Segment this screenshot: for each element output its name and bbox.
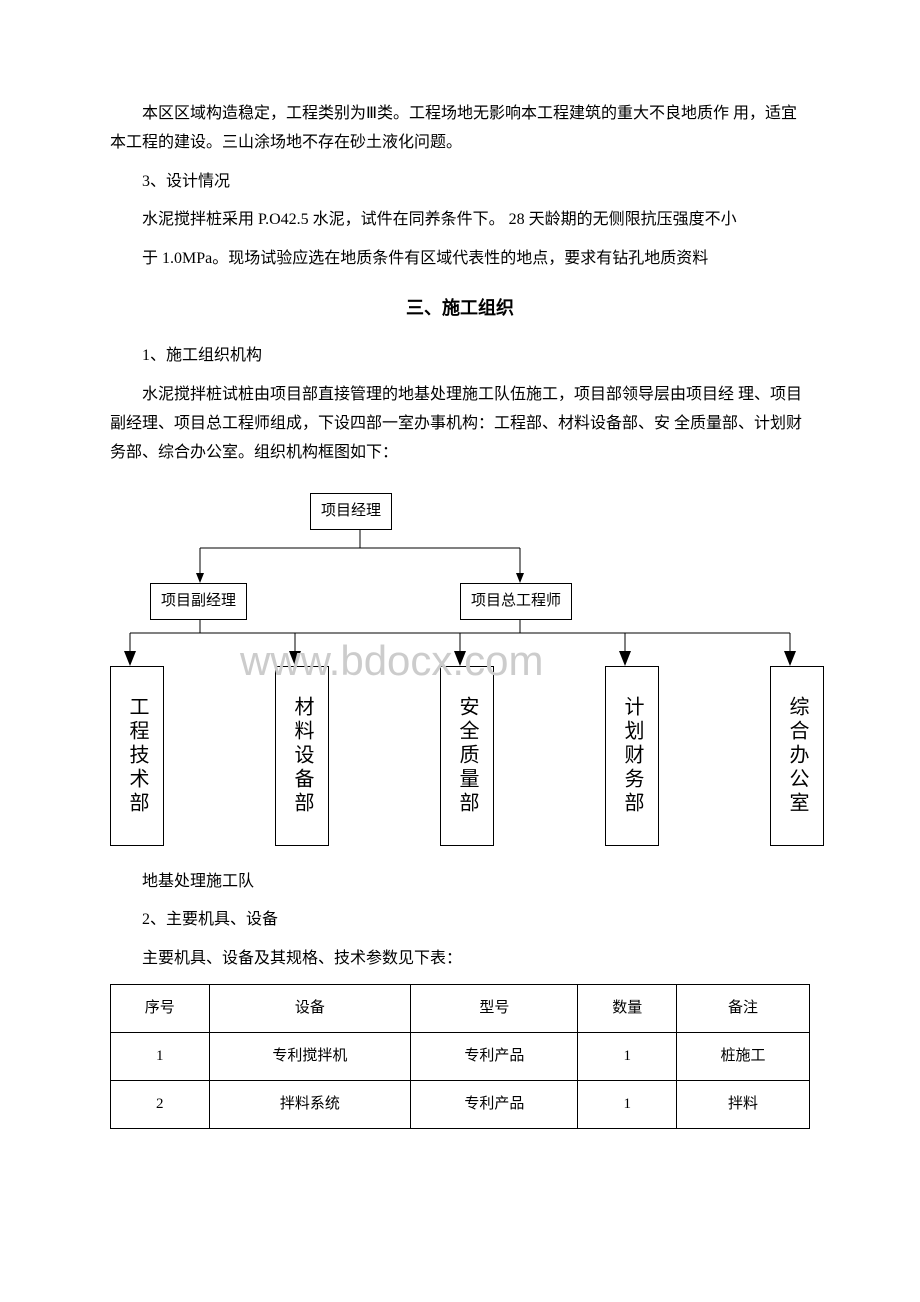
org-chart: 项目经理 项目副经理 项目总工程师 www.bdocx.com 工程技术部 材料…: [110, 488, 810, 848]
table-header: 型号: [411, 984, 578, 1032]
table-row: 1 专利搅拌机 专利产品 1 桩施工: [111, 1032, 810, 1080]
org-box-mid-left: 项目副经理: [150, 583, 247, 620]
paragraph: 3、设计情况: [110, 168, 810, 197]
org-dept-0: 工程技术部: [110, 666, 164, 846]
section-heading: 三、施工组织: [110, 292, 810, 324]
org-dept-4: 综合办公室: [770, 666, 824, 846]
table-row: 2 拌料系统 专利产品 1 拌料: [111, 1080, 810, 1128]
table-header-row: 序号 设备 型号 数量 备注: [111, 984, 810, 1032]
table-cell: 1: [111, 1032, 210, 1080]
org-dept-1: 材料设备部: [275, 666, 329, 846]
table-cell: 专利产品: [411, 1080, 578, 1128]
table-cell: 1: [578, 1080, 677, 1128]
table-header: 备注: [677, 984, 810, 1032]
table-cell: 2: [111, 1080, 210, 1128]
paragraph: 地基处理施工队: [110, 868, 810, 897]
table-cell: 1: [578, 1032, 677, 1080]
paragraph: 于 1.0MPa。现场试验应选在地质条件有区域代表性的地点，要求有钻孔地质资料: [110, 245, 810, 274]
table-cell: 专利产品: [411, 1032, 578, 1080]
paragraph: 1、施工组织机构: [110, 342, 810, 371]
org-box-top: 项目经理: [310, 493, 392, 530]
org-dept-3: 计划财务部: [605, 666, 659, 846]
paragraph: 水泥搅拌桩采用 P.O42.5 水泥，试件在同养条件下。 28 天龄期的无侧限抗…: [110, 206, 810, 235]
equipment-table: 序号 设备 型号 数量 备注 1 专利搅拌机 专利产品 1 桩施工 2 拌料系统…: [110, 984, 810, 1129]
table-cell: 专利搅拌机: [209, 1032, 411, 1080]
org-dept-2: 安全质量部: [440, 666, 494, 846]
org-box-mid-right: 项目总工程师: [460, 583, 572, 620]
paragraph: 主要机具、设备及其规格、技术参数见下表：: [110, 945, 810, 974]
table-cell: 拌料: [677, 1080, 810, 1128]
table-cell: 桩施工: [677, 1032, 810, 1080]
table-header: 设备: [209, 984, 411, 1032]
paragraph: 本区区域构造稳定，工程类别为Ⅲ类。工程场地无影响本工程建筑的重大不良地质作 用，…: [110, 100, 810, 158]
paragraph: 2、主要机具、设备: [110, 906, 810, 935]
table-header: 序号: [111, 984, 210, 1032]
table-header: 数量: [578, 984, 677, 1032]
table-cell: 拌料系统: [209, 1080, 411, 1128]
paragraph: 水泥搅拌桩试桩由项目部直接管理的地基处理施工队伍施工，项目部领导层由项目经 理、…: [110, 381, 810, 467]
